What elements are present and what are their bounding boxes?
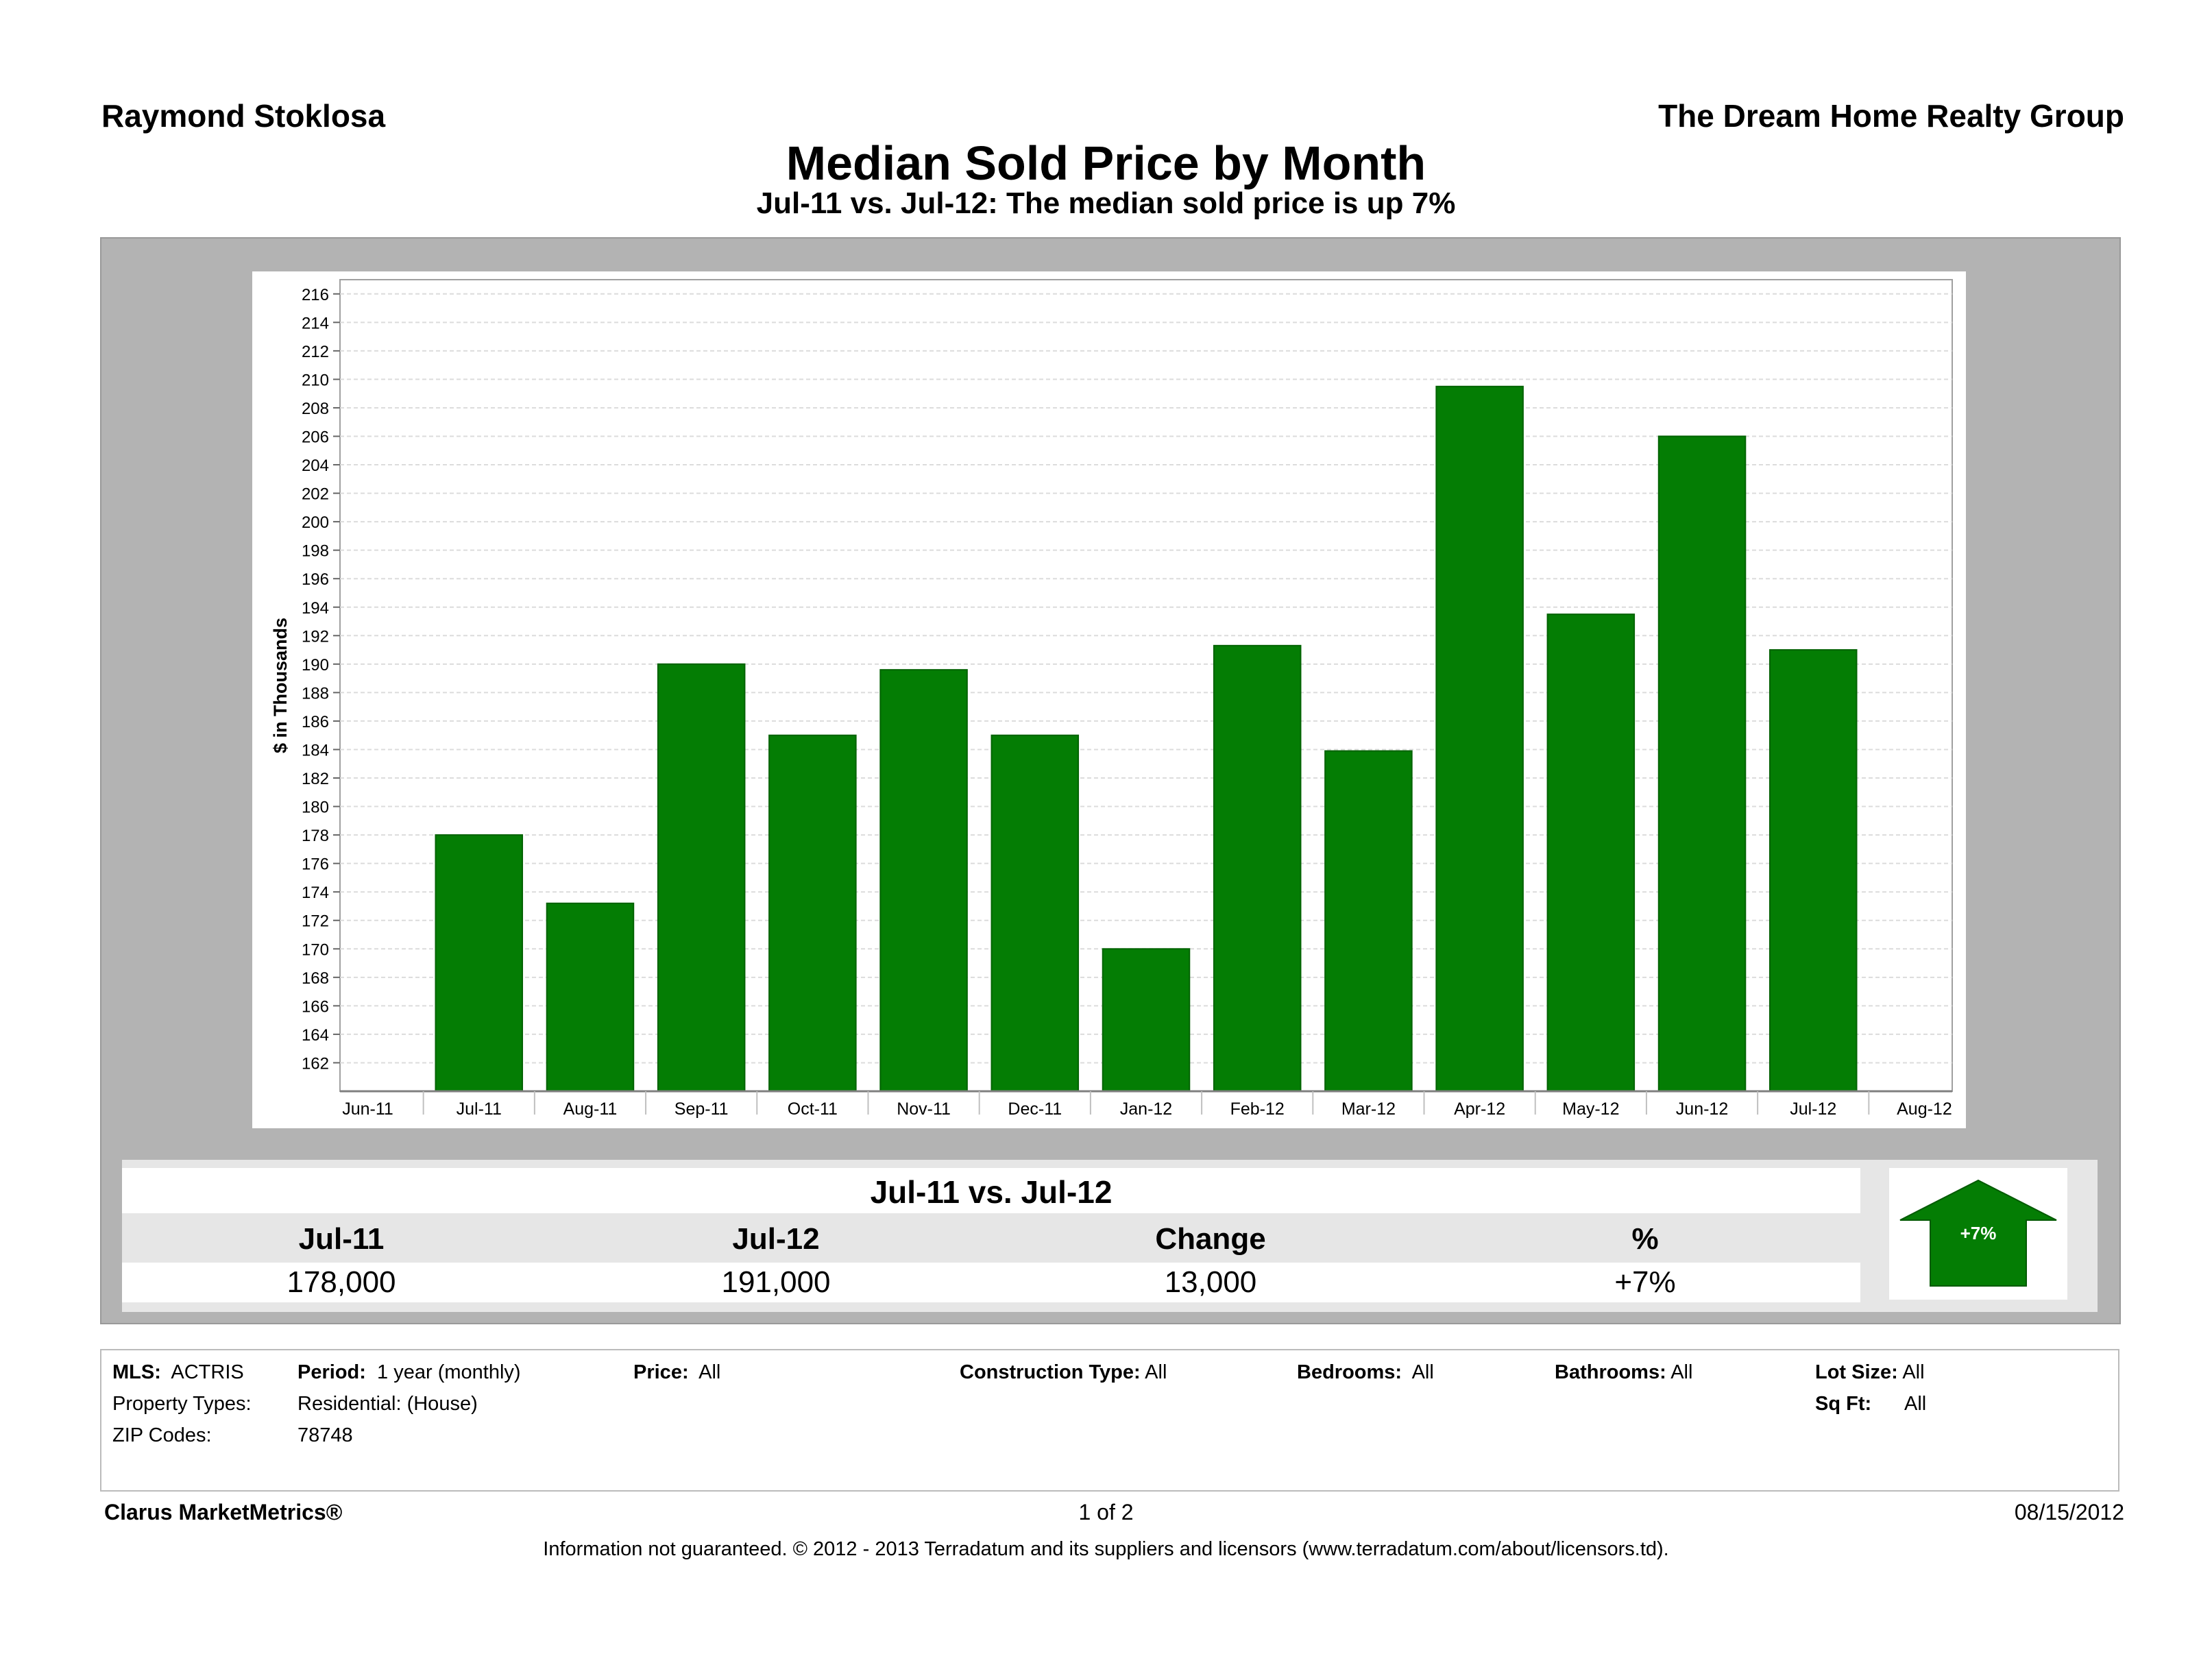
summary-value-change: 13,000 bbox=[1164, 1265, 1257, 1299]
summary-value-percent: +7% bbox=[1614, 1265, 1676, 1299]
up-arrow-icon: +7% bbox=[1899, 1179, 2057, 1287]
y-axis-title: $ in Thousands bbox=[270, 618, 291, 753]
x-tick-label: Feb-12 bbox=[1230, 1099, 1285, 1119]
company-name: The Dream Home Realty Group bbox=[1658, 98, 2124, 134]
summary-value-end: 191,000 bbox=[721, 1265, 831, 1299]
y-tick-label: 188 bbox=[302, 684, 329, 703]
comparison-summary: Jul-11 vs. Jul-12 Jul-11 Jul-12 Change %… bbox=[122, 1160, 2098, 1312]
y-tick-label: 162 bbox=[302, 1054, 329, 1073]
bar bbox=[1213, 644, 1302, 1092]
y-tick-label: 204 bbox=[302, 457, 329, 475]
chart-subtitle: Jul-11 vs. Jul-12: The median sold price… bbox=[756, 186, 1456, 220]
period-criterion: Period: 1 year (monthly) bbox=[297, 1361, 521, 1383]
x-tick-label: Apr-12 bbox=[1454, 1099, 1505, 1119]
chart-title: Median Sold Price by Month bbox=[786, 136, 1426, 190]
bar bbox=[435, 834, 524, 1093]
bar bbox=[1435, 385, 1524, 1093]
y-tick-label: 196 bbox=[302, 570, 329, 589]
x-tick-label: Nov-11 bbox=[897, 1099, 951, 1119]
summary-header-end: Jul-12 bbox=[732, 1222, 820, 1256]
x-tick-label: Jun-12 bbox=[1676, 1099, 1728, 1119]
y-tick-label: 170 bbox=[302, 940, 329, 959]
lot-size-criterion: Lot Size: All bbox=[1815, 1361, 1925, 1383]
x-tick-label: May-12 bbox=[1562, 1099, 1619, 1119]
x-tick-label: Dec-11 bbox=[1008, 1099, 1062, 1119]
y-tick-label: 200 bbox=[302, 513, 329, 532]
property-types-value: Residential: (House) bbox=[297, 1393, 478, 1415]
y-tick-label: 172 bbox=[302, 912, 329, 931]
bathrooms-criterion: Bathrooms: All bbox=[1555, 1361, 1693, 1383]
y-tick-label: 166 bbox=[302, 997, 329, 1016]
summary-title-bar bbox=[122, 1168, 1860, 1213]
bar bbox=[768, 734, 857, 1092]
y-tick-label: 214 bbox=[302, 314, 329, 332]
summary-values-bar bbox=[122, 1263, 1860, 1302]
x-tick-label: Jul-12 bbox=[1790, 1099, 1836, 1119]
y-tick-label: 202 bbox=[302, 485, 329, 504]
disclaimer: Information not guaranteed. © 2012 - 201… bbox=[543, 1538, 1669, 1560]
x-tick-label: Jun-11 bbox=[342, 1099, 393, 1119]
summary-header-change: Change bbox=[1155, 1222, 1266, 1256]
footer-brand: Clarus MarketMetrics® bbox=[104, 1500, 343, 1524]
y-tick-label: 164 bbox=[302, 1026, 329, 1045]
change-indicator: +7% bbox=[1889, 1168, 2067, 1300]
y-tick-label: 190 bbox=[302, 656, 329, 674]
bar bbox=[879, 669, 968, 1092]
y-tick-label: 180 bbox=[302, 799, 329, 817]
property-types-label: Property Types: bbox=[112, 1393, 252, 1415]
summary-value-start: 178,000 bbox=[287, 1265, 396, 1299]
zip-codes-label: ZIP Codes: bbox=[112, 1424, 212, 1446]
x-tick-label: Jan-12 bbox=[1120, 1099, 1172, 1119]
y-tick-label: 208 bbox=[302, 400, 329, 418]
y-tick-label: 184 bbox=[302, 741, 329, 759]
x-tick-label: Jul-11 bbox=[457, 1099, 502, 1119]
construction-criterion: Construction Type: All bbox=[960, 1361, 1167, 1383]
zip-codes-value: 78748 bbox=[297, 1424, 353, 1446]
y-tick-label: 198 bbox=[302, 542, 329, 561]
mls-criterion: MLS: ACTRIS bbox=[112, 1361, 244, 1383]
bar bbox=[1546, 613, 1636, 1092]
y-tick-label: 168 bbox=[302, 969, 329, 988]
x-tick-label: Oct-11 bbox=[788, 1099, 838, 1119]
x-tick-label: Aug-11 bbox=[563, 1099, 618, 1119]
agent-name: Raymond Stoklosa bbox=[101, 98, 386, 134]
y-tick-label: 192 bbox=[302, 627, 329, 646]
page-number: 1 of 2 bbox=[1078, 1500, 1134, 1524]
y-tick-label: 212 bbox=[302, 343, 329, 361]
y-tick-label: 210 bbox=[302, 371, 329, 389]
y-tick-label: 186 bbox=[302, 713, 329, 731]
summary-title: Jul-11 vs. Jul-12 bbox=[870, 1174, 1113, 1210]
sqft-label: Sq Ft: bbox=[1815, 1393, 1872, 1415]
chart-area: 162 164 166 168 170 172 174 176 178 180 182 184 186 1… bbox=[252, 271, 1966, 1128]
summary-header-start: Jul-11 bbox=[298, 1222, 385, 1256]
y-tick-label: 194 bbox=[302, 599, 329, 618]
x-tick-label: Aug-12 bbox=[1897, 1099, 1952, 1119]
summary-header-percent: % bbox=[1631, 1222, 1659, 1256]
bedrooms-criterion: Bedrooms: All bbox=[1297, 1361, 1434, 1383]
bar-chart: 162 164 166 168 170 172 174 176 178 180 182 184 186 1… bbox=[270, 279, 1953, 1119]
bar bbox=[546, 902, 635, 1093]
bar bbox=[1769, 649, 1858, 1092]
y-tick-label: 182 bbox=[302, 770, 329, 788]
sqft-value: All bbox=[1904, 1393, 1927, 1415]
bar bbox=[1324, 750, 1413, 1093]
y-tick-label: 178 bbox=[302, 827, 329, 845]
bar bbox=[990, 734, 1080, 1092]
search-criteria: MLS: ACTRIS Period: 1 year (monthly) Pri… bbox=[100, 1349, 2119, 1492]
x-tick-label: Mar-12 bbox=[1341, 1099, 1396, 1119]
price-criterion: Price: All bbox=[633, 1361, 721, 1383]
report-date: 08/15/2012 bbox=[2014, 1500, 2124, 1524]
y-tick-label: 176 bbox=[302, 855, 329, 874]
bar bbox=[1102, 948, 1191, 1092]
arrow-label: +7% bbox=[1960, 1223, 1997, 1243]
x-tick-label: Sep-11 bbox=[674, 1099, 729, 1119]
y-tick-label: 216 bbox=[302, 286, 329, 304]
y-tick-label: 174 bbox=[302, 884, 329, 902]
bar bbox=[1657, 435, 1747, 1093]
y-tick-label: 206 bbox=[302, 428, 329, 446]
bar bbox=[657, 663, 746, 1092]
